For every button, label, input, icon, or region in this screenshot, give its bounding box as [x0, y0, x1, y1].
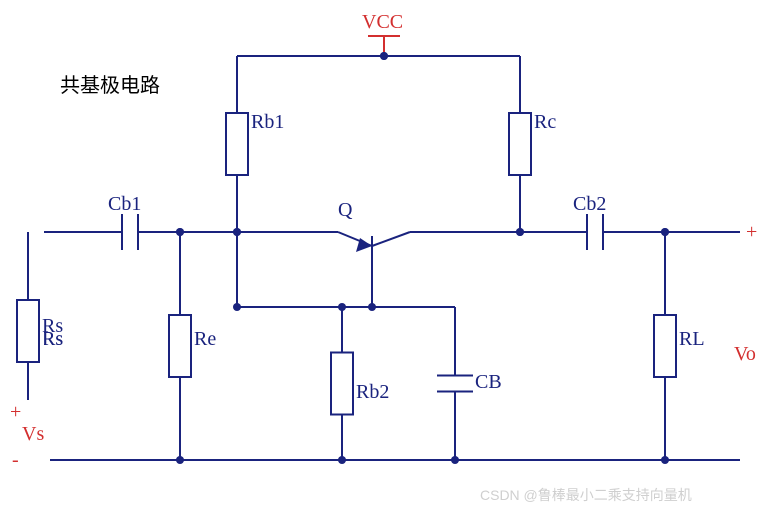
re-label: Re [194, 328, 216, 350]
vs-label: Vs [22, 423, 44, 445]
watermark: CSDN @鲁棒最小二乘支持向量机 [480, 487, 692, 503]
rs-label: Rs [42, 315, 63, 337]
vs-minus: - [12, 449, 19, 471]
rb2-label: Rb2 [356, 381, 389, 403]
cb-label: CB [475, 371, 502, 393]
vo-label: Vo [734, 343, 756, 365]
rc-label: Rc [534, 111, 556, 133]
vo-plus: + [746, 221, 757, 243]
rb1-label: Rb1 [251, 111, 284, 133]
title-label: 共基极电路 [60, 74, 160, 97]
vcc-label: VCC [362, 11, 403, 33]
cb2-label: Cb2 [573, 193, 606, 215]
q-label: Q [338, 199, 353, 221]
cb1-label: Cb1 [108, 193, 141, 215]
vs-plus: + [10, 401, 21, 423]
rl-label: RL [679, 328, 705, 350]
